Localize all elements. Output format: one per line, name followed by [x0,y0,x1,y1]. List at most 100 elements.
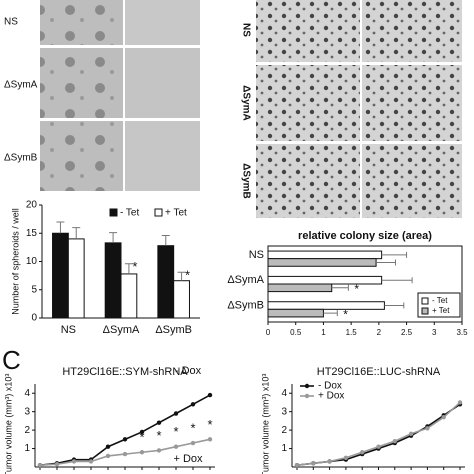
bar [267,308,324,318]
chart-title: HT29Cl16E::LUC-shRNA [317,366,441,378]
point [156,420,162,425]
point [327,459,332,464]
error-bar [384,302,405,309]
significance: * [139,430,144,445]
point [139,450,145,455]
point [408,431,414,436]
y-tick-label: 2 [281,425,287,436]
point [173,444,179,449]
error-bar [124,263,133,274]
significance: * [354,282,359,296]
y-tick-label: 4 [281,388,287,399]
bar [120,273,138,319]
point [37,462,43,468]
series-line [296,401,461,466]
point [190,402,196,407]
legend-label: - Tet [432,296,448,305]
point [294,462,300,468]
photo [125,0,200,45]
significance: * [207,417,212,432]
y-tick-label: ΔSymB [227,299,264,311]
point [360,450,365,455]
point [392,438,397,444]
y-tick-label: 1 [24,443,30,454]
x-tick-label: 1.5 [346,328,358,337]
y-tick-label: 3 [24,406,30,417]
error-bar [161,235,170,246]
x-tick-label: ΔSymA [103,324,140,336]
x-tick-label: 2 [377,328,382,337]
bar [104,242,122,319]
y-tick-label: ΔSymA [227,274,264,286]
y-tick-label: 0 [31,313,37,324]
legend-label: + Tet [165,208,187,219]
photo-label: ΔSymA [4,80,38,91]
point [207,437,213,442]
legend-swatch [304,383,310,389]
error-bar [72,227,81,239]
significance: * [343,307,348,321]
y-axis-title: Number of spheroids / well [10,208,20,315]
photo [40,121,123,191]
point [122,451,128,457]
photo [256,0,360,62]
photo [125,121,200,191]
chart-title: HT29Cl16E::SYM-shRNA [62,366,188,378]
series-line [296,403,461,466]
point [139,429,145,435]
point [190,440,196,446]
x-tick-label: 1 [321,328,326,337]
significance: * [185,268,190,283]
x-tick-label: 0 [266,328,271,337]
point [122,437,128,442]
bar [157,245,175,319]
y-axis-title: Tumor volume (mm³) x10³ [3,374,13,474]
bar [267,275,383,285]
legend-label: - Dox [318,381,342,392]
legend-swatch [304,393,310,399]
photo-label: ΔSymA [240,85,251,121]
y-tick-label: 2 [24,425,30,436]
bar [173,280,190,319]
panel-label: C [2,345,21,375]
point [425,426,430,431]
point [105,444,111,449]
y-axis-title: Tumor volume (mm³) x10³ [260,374,270,474]
photo-label: NS [4,17,18,28]
point [343,455,349,460]
point [207,392,213,398]
photo [256,144,360,218]
y-tick-label: 1 [281,443,287,454]
point [173,411,179,416]
legend-label: - Tet [120,208,139,219]
bar [267,283,333,293]
bar [67,238,85,319]
photo [40,0,123,45]
y-tick-label: 10 [26,256,38,267]
legend-label: + Dox [318,391,344,402]
significance: * [190,420,195,435]
bar [267,258,377,267]
photo [362,144,462,218]
photo [362,65,462,141]
point [54,462,60,467]
significance: * [156,428,161,443]
error-bar [381,277,413,284]
point [88,459,94,464]
series-label: - Dox [175,365,202,377]
bar [267,301,385,310]
photo [40,48,123,118]
x-tick-label: 0.5 [290,328,302,337]
y-tick-label: 4 [24,388,30,399]
legend-swatch [109,208,118,217]
error-bar [109,232,118,243]
point [457,400,463,405]
point [441,415,446,420]
y-tick-label: 15 [26,228,38,239]
bar [52,232,69,319]
point [311,461,316,466]
photo-label: ΔSymB [4,153,38,164]
significance: * [173,424,178,439]
photo [362,0,462,62]
x-tick-label: ΔSymB [155,324,192,336]
